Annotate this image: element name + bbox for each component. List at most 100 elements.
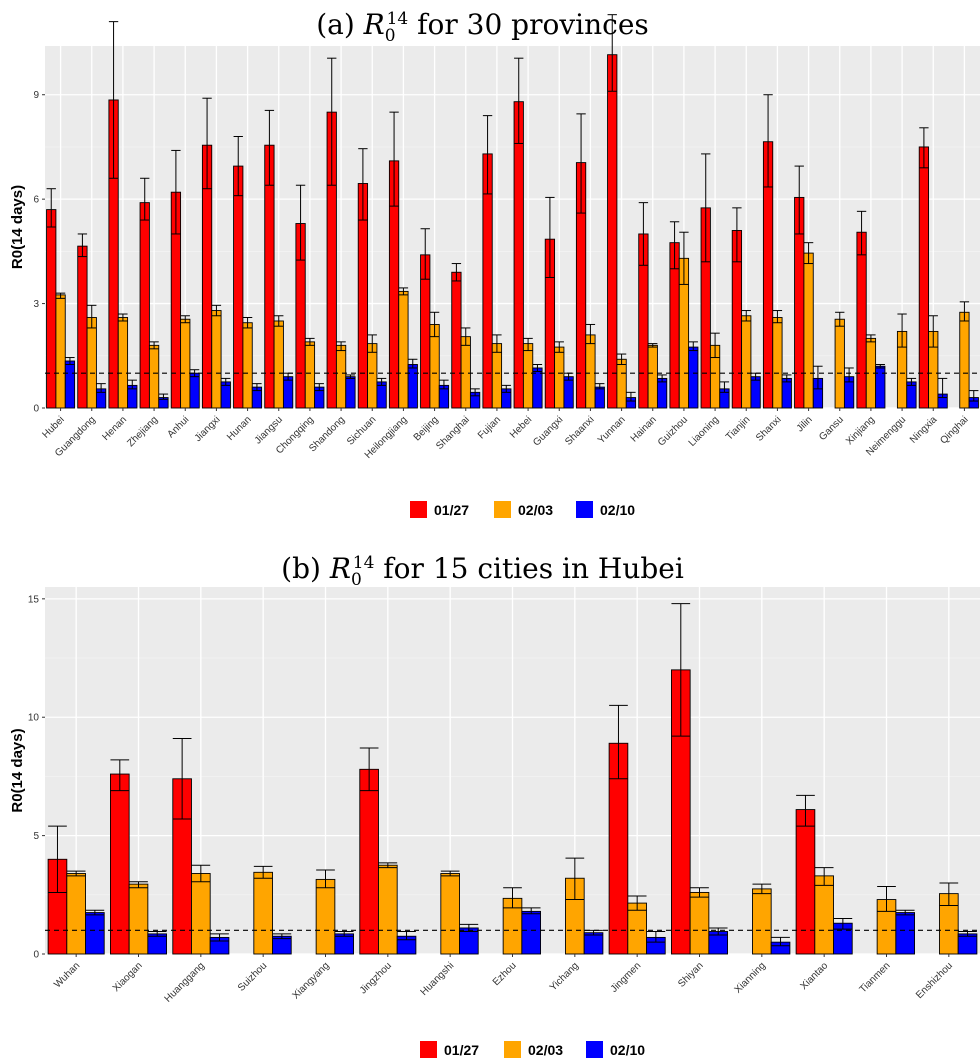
legend-key-02-10: [576, 501, 593, 518]
error-bar: [959, 301, 970, 322]
error-bar: [118, 313, 128, 322]
error-bar: [398, 287, 409, 296]
legend-key-02-10: [586, 1041, 603, 1058]
bar-02-03-xiangyang: [315, 878, 336, 955]
error-bar: [140, 177, 150, 221]
error-bar: [545, 196, 555, 278]
error-bar: [671, 603, 691, 737]
error-bar: [576, 113, 586, 214]
error-bar: [127, 379, 137, 390]
error-bar: [87, 304, 97, 329]
error-bar: [565, 857, 585, 901]
bar-02-03-huangshi: [440, 873, 460, 955]
bar-02-03-suizhou: [253, 871, 273, 955]
error-bar: [609, 704, 628, 780]
error-bar: [772, 310, 783, 324]
error-bar: [906, 377, 917, 386]
bar-02-03-qinghai: [959, 311, 970, 409]
bar-02-03-henan: [117, 317, 129, 409]
error-bar: [585, 323, 596, 345]
error-bar: [147, 931, 167, 937]
error-bar: [710, 332, 720, 359]
x-tick-label-guizhou: Guizhou: [656, 414, 690, 448]
error-bar: [221, 377, 231, 386]
bar-02-10-tianmen: [895, 912, 915, 955]
bar-01-27-yunnan: [607, 54, 618, 409]
legend-key-01-27: [420, 1041, 437, 1058]
error-bar: [96, 383, 106, 393]
error-bar: [875, 363, 885, 369]
bar-02-10-shaanxi: [594, 386, 605, 409]
error-bar: [813, 365, 823, 390]
error-bar: [55, 292, 66, 299]
error-bar: [378, 862, 398, 869]
bar-01-27-guangdong: [77, 245, 88, 409]
error-bar: [844, 367, 854, 383]
legend: 01/27 02/03 02/10: [410, 501, 635, 518]
bar-02-10-guizhou: [688, 346, 699, 409]
error-bar: [626, 391, 636, 402]
chart-title: (a) R014 for 30 provinces: [316, 8, 649, 46]
error-bar: [833, 917, 853, 930]
bar-02-03-xiaogan: [128, 883, 149, 955]
bar-02-10-guangxi: [563, 376, 574, 409]
legend-label: 02/03: [528, 1042, 563, 1058]
x-tick-label-xiantao: Xiantao: [799, 960, 831, 992]
error-bar: [492, 334, 502, 353]
y-tick-label: 9: [33, 90, 39, 101]
x-tick-label-guangxi: Guangxi: [531, 414, 565, 448]
error-bar: [65, 357, 75, 365]
error-bar: [242, 317, 253, 329]
x-tick-label-shanxi: Shanxi: [754, 414, 783, 443]
legend-label: 01/27: [434, 502, 469, 518]
x-tick-label-hebei: Hebei: [508, 414, 534, 440]
bar-02-03-shiyan: [689, 891, 710, 955]
error-bar: [919, 127, 929, 169]
error-bar: [110, 759, 130, 792]
bar-01-27-shanghai: [451, 271, 462, 409]
error-bar: [877, 886, 896, 912]
bar-02-10-wuhan: [85, 912, 105, 955]
legend: 01/27 02/03 02/10: [420, 1041, 645, 1058]
bar-01-27-hubei: [46, 209, 57, 409]
x-tick-label-tianjin: Tianjin: [724, 414, 752, 442]
error-bar: [958, 931, 977, 937]
x-tick-label-hubei: Hubei: [40, 414, 66, 440]
bar-02-03-shanghai: [460, 336, 471, 409]
bar-01-27-jingzhou: [359, 768, 379, 955]
bar-02-10-anhui: [189, 372, 200, 409]
error-bar: [367, 334, 377, 353]
bar-02-03-xiantao: [814, 875, 834, 955]
error-bar: [503, 887, 522, 909]
error-bar: [794, 165, 804, 235]
error-bar: [796, 794, 815, 827]
x-tick-label-zhejiang: Zhejiang: [125, 414, 160, 449]
bar-02-03-gansu: [834, 318, 845, 409]
chart-title: (b) R014 for 15 cities in Hubei: [281, 552, 684, 590]
x-tick-label-huanggang: Huanggang: [163, 960, 207, 1004]
bar-02-03-xianning: [752, 888, 772, 955]
x-tick-label-xiaogan: Xiaogan: [111, 960, 145, 994]
error-bar: [429, 311, 440, 338]
error-bar: [66, 870, 86, 877]
chart-panel-b: (b) R014 for 15 cities in Hubei 0 5 10 15 Wuh…: [9, 552, 980, 1058]
bar-02-03-jingmen: [627, 902, 647, 955]
bar-01-27-zhejiang: [139, 202, 150, 409]
x-tick-label-anhui: Anhui: [166, 414, 192, 440]
error-bar: [679, 231, 689, 285]
bar-02-10-yichang: [583, 932, 604, 955]
x-tick-label-ezhou: Ezhou: [491, 960, 519, 988]
error-bar: [376, 377, 387, 386]
bar-02-03-hunan: [242, 322, 253, 409]
error-bar: [616, 353, 627, 365]
y-tick-label: 0: [33, 950, 39, 961]
legend-label: 02/10: [600, 502, 635, 518]
error-bar: [191, 864, 211, 883]
bar-02-03-jilin: [803, 252, 814, 409]
bar-02-03-wuhan: [66, 873, 86, 955]
error-bar: [501, 384, 511, 393]
bar-01-27-hunan: [233, 165, 244, 409]
bar-02-10-shandong: [345, 376, 356, 409]
error-bar: [46, 188, 56, 228]
error-bar: [690, 887, 709, 898]
